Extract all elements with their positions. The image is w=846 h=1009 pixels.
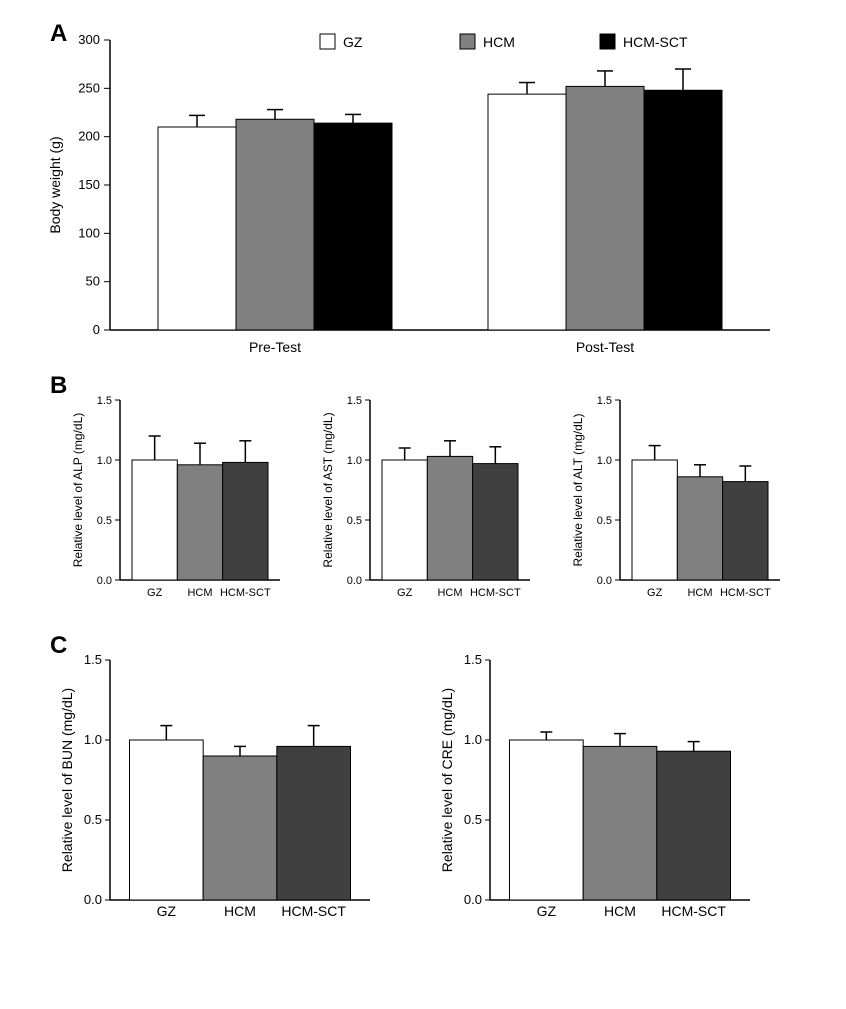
svg-text:HCM-SCT: HCM-SCT — [623, 34, 688, 50]
svg-text:50: 50 — [86, 274, 100, 289]
svg-text:HCM: HCM — [604, 903, 636, 919]
svg-text:0.5: 0.5 — [84, 812, 102, 827]
svg-text:GZ: GZ — [397, 587, 413, 599]
panel-b-chart: 0.0 0.5 1.0 1.5 Relative level of ALP (mg/dL… — [20, 380, 826, 640]
svg-text:HCM-SCT: HCM-SCT — [220, 587, 271, 599]
svg-text:HCM: HCM — [224, 903, 256, 919]
svg-text:HCM-SCT: HCM-SCT — [661, 903, 726, 919]
svg-text:0.0: 0.0 — [84, 892, 102, 907]
svg-text:0.0: 0.0 — [97, 575, 112, 587]
svg-text:150: 150 — [78, 177, 100, 192]
svg-text:250: 250 — [78, 80, 100, 95]
svg-text:0: 0 — [93, 322, 100, 337]
svg-text:1.0: 1.0 — [464, 732, 482, 747]
svg-text:1.5: 1.5 — [84, 652, 102, 667]
figure: A 0 50 100 150 200 250 300 Body weight (g) GZ HCM… — [20, 20, 826, 970]
svg-text:1.5: 1.5 — [597, 395, 612, 407]
svg-text:1.0: 1.0 — [347, 455, 362, 467]
panel-c-label: C — [50, 632, 67, 660]
svg-text:1.0: 1.0 — [84, 732, 102, 747]
panel-c: C 0.00.51.01.5Relative level of BUN (mg/… — [20, 640, 826, 970]
svg-text:GZ: GZ — [647, 587, 663, 599]
svg-text:0.0: 0.0 — [464, 892, 482, 907]
svg-text:HCM: HCM — [187, 587, 212, 599]
svg-text:HCM: HCM — [437, 587, 462, 599]
svg-text:100: 100 — [78, 225, 100, 240]
svg-text:GZ: GZ — [147, 587, 163, 599]
svg-text:GZ: GZ — [537, 903, 557, 919]
svg-text:1.0: 1.0 — [597, 455, 612, 467]
svg-text:0.5: 0.5 — [597, 515, 612, 527]
svg-text:1.0: 1.0 — [97, 455, 112, 467]
svg-text:0.0: 0.0 — [347, 575, 362, 587]
svg-text:300: 300 — [78, 32, 100, 47]
svg-text:Post-Test: Post-Test — [576, 339, 634, 355]
svg-text:1.5: 1.5 — [97, 395, 112, 407]
svg-text:HCM-SCT: HCM-SCT — [470, 587, 521, 599]
svg-text:0.0: 0.0 — [597, 575, 612, 587]
panel-a-label: A — [50, 20, 67, 48]
panel-c-chart: 0.0 0.5 1.0 1.5 Relative level of BUN (mg/dL… — [20, 640, 826, 970]
svg-text:0.5: 0.5 — [347, 515, 362, 527]
panel-a-chart: 0 50 100 150 200 250 300 Body weight (g) GZ HCM HC… — [20, 20, 826, 380]
panel-b-label: B — [50, 372, 67, 400]
svg-text:GZ: GZ — [157, 903, 177, 919]
svg-text:0.5: 0.5 — [97, 515, 112, 527]
svg-text:Pre-Test: Pre-Test — [249, 339, 301, 355]
svg-text:Relative level of AST (mg/dL): Relative level of AST (mg/dL) — [321, 412, 335, 567]
svg-text:Body weight (g): Body weight (g) — [47, 136, 63, 233]
svg-text:0.5: 0.5 — [464, 812, 482, 827]
svg-text:1.5: 1.5 — [347, 395, 362, 407]
svg-text:200: 200 — [78, 129, 100, 144]
svg-text:Relative level of CRE (mg/dL): Relative level of CRE (mg/dL) — [439, 688, 455, 872]
svg-text:Relative level of ALP (mg/dL): Relative level of ALP (mg/dL) — [71, 413, 85, 568]
svg-text:HCM-SCT: HCM-SCT — [281, 903, 346, 919]
svg-text:Relative level of ALT (mg/dL): Relative level of ALT (mg/dL) — [571, 414, 585, 567]
svg-text:HCM-SCT: HCM-SCT — [720, 587, 771, 599]
panel-a: A 0 50 100 150 200 250 300 Body weight (g) GZ HCM… — [20, 20, 826, 380]
svg-text:HCM: HCM — [483, 34, 515, 50]
panel-b: B 0.00.51.01.5Relative level of ALP (mg/… — [20, 380, 826, 640]
svg-text:GZ: GZ — [343, 34, 363, 50]
svg-text:HCM: HCM — [687, 587, 712, 599]
svg-text:1.5: 1.5 — [464, 652, 482, 667]
svg-text:Relative level of BUN (mg/dL): Relative level of BUN (mg/dL) — [59, 688, 75, 872]
